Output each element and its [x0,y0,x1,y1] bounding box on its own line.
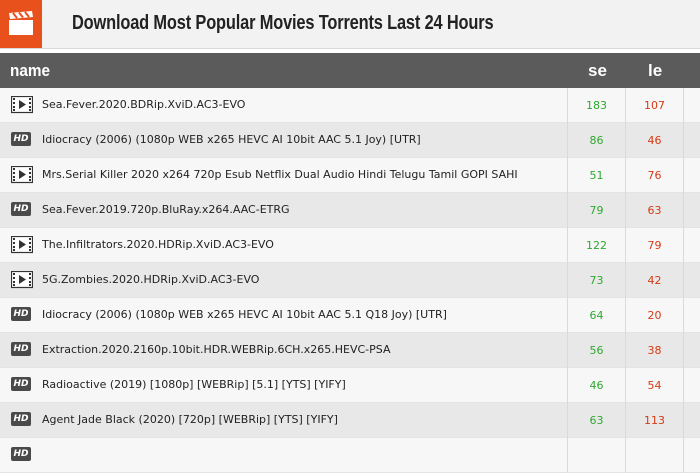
leechers-count [626,438,684,473]
column-leechers-header[interactable]: le [648,61,663,80]
table-header: name se le [0,53,700,88]
table-row[interactable]: HD Extraction.2020.2160p.10bit.HDR.WEBRip… [0,333,700,368]
leechers-count: 54 [626,368,684,403]
hd-video-icon: HD [11,376,33,394]
seeders-count: 122 [567,228,626,263]
hd-video-icon: HD [11,306,33,324]
video-file-icon [10,235,34,254]
hd-video-icon: HD [11,446,33,464]
seeders-count: 51 [567,158,626,193]
video-file-icon [10,165,34,184]
leechers-count: 63 [626,193,684,228]
table-row[interactable]: HD [0,438,700,473]
leechers-count: 38 [626,333,684,368]
hd-video-icon: HD [11,131,33,149]
seeders-count: 46 [567,368,626,403]
table-row[interactable]: HD Idiocracy (2006) (1080p WEB x265 HEVC … [0,298,700,333]
seeders-count: 183 [567,88,626,123]
table-row[interactable]: HD Sea.Fever.2019.720p.BluRay.x264.AAC-ET… [0,193,700,228]
seeders-count: 64 [567,298,626,333]
torrent-name-link[interactable]: Sea.Fever.2019.720p.BluRay.x264.AAC-ETRG [42,203,290,216]
torrent-name-link[interactable]: The.Infiltrators.2020.HDRip.XviD.AC3-EVO [42,238,274,251]
torrent-name-link[interactable]: Idiocracy (2006) (1080p WEB x265 HEVC AI… [42,308,447,321]
seeders-count: 86 [567,123,626,158]
torrent-name-link[interactable]: 5G.Zombies.2020.HDRip.XviD.AC3-EVO [42,273,260,286]
video-file-icon [10,270,34,289]
leechers-count: 20 [626,298,684,333]
table-row[interactable]: Sea.Fever.2020.BDRip.XviD.AC3-EVO 183 107 [0,88,700,123]
seeders-count: 79 [567,193,626,228]
torrent-name-link[interactable]: Radioactive (2019) [1080p] [WEBRip] [5.1… [42,378,346,391]
leechers-count: 76 [626,158,684,193]
hd-video-icon: HD [11,201,33,219]
table-row[interactable]: The.Infiltrators.2020.HDRip.XviD.AC3-EVO… [0,228,700,263]
torrent-name-link[interactable]: Mrs.Serial Killer 2020 x264 720p Esub Ne… [42,168,518,181]
torrent-list: Sea.Fever.2020.BDRip.XviD.AC3-EVO 183 107 H… [0,88,700,473]
page-title: Download Most Popular Movies Torrents La… [72,12,494,34]
table-row[interactable]: Mrs.Serial Killer 2020 x264 720p Esub Ne… [0,158,700,193]
seeders-count: 73 [567,263,626,298]
table-row[interactable]: HD Idiocracy (2006) (1080p WEB x265 HEVC … [0,123,700,158]
clapperboard-icon [9,11,33,35]
table-row[interactable]: HD Radioactive (2019) [1080p] [WEBRip] [5… [0,368,700,403]
hd-video-icon: HD [11,341,33,359]
page-header: Download Most Popular Movies Torrents La… [0,0,700,49]
hd-video-icon: HD [11,411,33,429]
seeders-count [567,438,626,473]
torrent-name-link[interactable]: Extraction.2020.2160p.10bit.HDR.WEBRip.6… [42,343,391,356]
seeders-count: 63 [567,403,626,438]
column-seeders-header[interactable]: se [588,61,607,80]
column-name-header[interactable]: name [10,61,50,80]
table-row[interactable]: HD Agent Jade Black (2020) [720p] [WEBRip… [0,403,700,438]
table-row[interactable]: 5G.Zombies.2020.HDRip.XviD.AC3-EVO 73 42 [0,263,700,298]
leechers-count: 79 [626,228,684,263]
leechers-count: 46 [626,123,684,158]
seeders-count: 56 [567,333,626,368]
leechers-count: 113 [626,403,684,438]
leechers-count: 42 [626,263,684,298]
torrent-name-link[interactable]: Idiocracy (2006) (1080p WEB x265 HEVC AI… [42,133,421,146]
video-file-icon [10,95,34,114]
leechers-count: 107 [626,88,684,123]
torrent-name-link[interactable]: Agent Jade Black (2020) [720p] [WEBRip] … [42,413,338,426]
logo-box[interactable] [0,0,42,48]
torrent-name-link[interactable]: Sea.Fever.2020.BDRip.XviD.AC3-EVO [42,98,246,111]
